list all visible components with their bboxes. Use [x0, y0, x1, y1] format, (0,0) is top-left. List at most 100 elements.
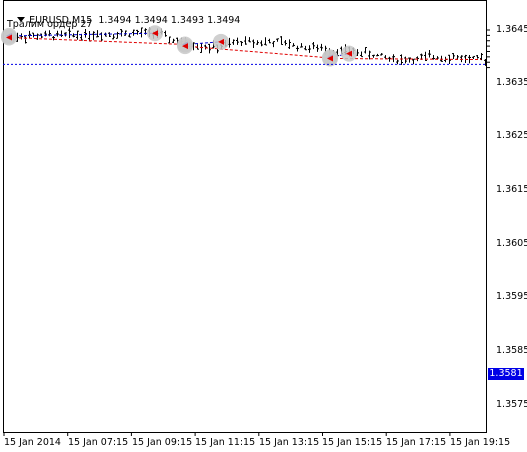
- sell-trade-line: [8, 37, 186, 45]
- ohlc-bar: [252, 39, 255, 49]
- ohlc-bar: [204, 44, 207, 50]
- ohlc-bar: [108, 32, 111, 37]
- ohlc-bar: [260, 40, 263, 47]
- ohlc-bar: [120, 29, 123, 37]
- ohlc-bar: [168, 36, 171, 44]
- price-label: 1.3575: [496, 399, 527, 410]
- trade-arrow-icon: [327, 55, 333, 62]
- ohlc-bar: [300, 43, 303, 48]
- ohlc-bar: [468, 55, 471, 64]
- ohlc-bar: [304, 45, 307, 51]
- ohlc-bar: [68, 27, 71, 39]
- ohlc-bar: [92, 31, 95, 41]
- ohlc-bar: [140, 27, 143, 38]
- ohlc-bar: [360, 51, 363, 58]
- buy-trade-line: [8, 32, 156, 37]
- ohlc-bar: [96, 30, 99, 38]
- price-label: 1.3595: [496, 291, 527, 302]
- ohlc-bar: [452, 53, 455, 59]
- ohlc-bar: [288, 39, 291, 50]
- current-price-label: 1.3581: [488, 368, 524, 380]
- ohlc-bar: [244, 36, 247, 45]
- time-label: 15 Jan 07:15: [68, 437, 129, 448]
- plot-frame: [3, 0, 487, 433]
- time-label: 15 Jan 19:15: [450, 437, 511, 448]
- ohlc-bar: [240, 41, 243, 46]
- time-label: 15 Jan 11:15: [195, 437, 256, 448]
- ohlc-bar: [132, 29, 135, 36]
- ohlc-bar: [72, 33, 75, 38]
- ohlc-bar: [388, 56, 391, 62]
- ohlc-bar: [308, 45, 311, 53]
- ohlc-bar: [476, 54, 479, 59]
- ohlc-bar: [484, 59, 487, 66]
- ohlc-bar: [404, 56, 407, 64]
- ohlc-bar: [124, 30, 127, 36]
- chevron-down-icon[interactable]: [17, 17, 26, 22]
- time-label: 15 Jan 13:15: [259, 437, 320, 448]
- ohlc-bar: [448, 54, 451, 64]
- ohlc-bar: [264, 37, 267, 46]
- ohlc-bar: [320, 43, 323, 51]
- symbol-label: EURUSD,M15: [29, 15, 93, 26]
- ohlc-bar: [268, 38, 271, 44]
- ohlc-bar: [76, 30, 79, 40]
- trade-arrow-icon: [182, 43, 188, 50]
- ohlc-bar: [460, 55, 463, 63]
- trade-arrow-icon: [152, 30, 158, 37]
- ohlc-bar: [280, 36, 283, 46]
- ohlc-bar: [428, 50, 431, 58]
- trade-arrow-icon: [346, 50, 352, 57]
- ohlc-bar: [316, 44, 319, 52]
- ohlc-bar: [172, 38, 175, 44]
- sell-trade-line: [184, 45, 331, 59]
- ohlc-bar: [432, 55, 435, 60]
- ohlc-bar: [276, 38, 279, 42]
- ohlc-bar: [376, 53, 379, 57]
- trade-arrow-icon: [6, 34, 12, 41]
- ohlc-bar: [84, 29, 87, 38]
- price-label: 1.3585: [496, 345, 527, 356]
- ohlc-bar: [236, 37, 239, 45]
- ohlc-bar: [112, 34, 115, 40]
- ohlc-bar: [464, 54, 467, 63]
- price-label: 1.3615: [496, 184, 527, 195]
- price-label: 1.3645: [496, 24, 527, 35]
- ohlc-bar: [380, 53, 383, 56]
- time-label: 15 Jan 17:15: [386, 437, 447, 448]
- ohlc-bar: [284, 40, 287, 46]
- ohlc-bar: [116, 31, 119, 39]
- ohlc-bar: [128, 33, 131, 38]
- ohlc-bar: [136, 29, 139, 35]
- ohlc-bar: [248, 37, 251, 43]
- ohlc-bar: [368, 50, 371, 60]
- ohlc-bar: [232, 39, 235, 45]
- ohlc-bar: [396, 59, 399, 65]
- ohlc-bar: [372, 54, 375, 58]
- ohlc-bar: [364, 47, 367, 54]
- ohlc-bar: [412, 58, 415, 65]
- ohlc-bar: [40, 33, 43, 39]
- ohlc-bar: [480, 53, 483, 61]
- time-label: 15 Jan 15:15: [322, 437, 383, 448]
- ohlc-bar: [16, 32, 19, 42]
- ohlc-bar: [256, 40, 259, 45]
- axis-ticks: [3, 29, 490, 436]
- chart-header: EURUSD,M15 1.3494 1.3494 1.3493 1.3494: [5, 4, 240, 37]
- ohlc-bar: [208, 43, 211, 54]
- ohlc-bar: [312, 41, 315, 50]
- ohlc-bar: [296, 45, 299, 52]
- ohlc-bar: [292, 43, 295, 47]
- trade-lines: [1, 25, 482, 67]
- ohlc-bar: [400, 54, 403, 65]
- time-label: 15 Jan 2014: [4, 437, 61, 448]
- price-label: 1.3625: [496, 130, 527, 141]
- price-label: 1.3635: [496, 77, 527, 88]
- ohlc-values: 1.3494 1.3494 1.3493 1.3494: [98, 15, 241, 26]
- time-label: 15 Jan 09:15: [132, 437, 193, 448]
- ohlc-bar: [56, 30, 59, 37]
- ohlc-bar: [472, 55, 475, 60]
- trade-arrow-icon: [218, 38, 224, 45]
